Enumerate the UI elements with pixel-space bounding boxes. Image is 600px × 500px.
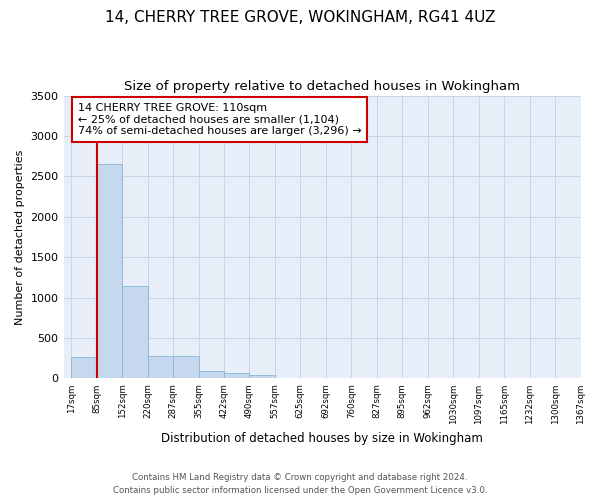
Bar	[199, 371, 224, 378]
Bar	[97, 164, 122, 378]
Y-axis label: Number of detached properties: Number of detached properties	[15, 150, 25, 324]
Bar	[250, 375, 275, 378]
X-axis label: Distribution of detached houses by size in Wokingham: Distribution of detached houses by size …	[161, 432, 483, 445]
Title: Size of property relative to detached houses in Wokingham: Size of property relative to detached ho…	[124, 80, 520, 93]
Bar	[148, 356, 173, 378]
Bar	[71, 356, 97, 378]
Text: 14 CHERRY TREE GROVE: 110sqm
← 25% of detached houses are smaller (1,104)
74% of: 14 CHERRY TREE GROVE: 110sqm ← 25% of de…	[77, 103, 361, 136]
Text: Contains HM Land Registry data © Crown copyright and database right 2024.
Contai: Contains HM Land Registry data © Crown c…	[113, 474, 487, 495]
Bar	[173, 356, 199, 378]
Text: 14, CHERRY TREE GROVE, WOKINGHAM, RG41 4UZ: 14, CHERRY TREE GROVE, WOKINGHAM, RG41 4…	[105, 10, 495, 25]
Bar	[122, 286, 148, 378]
Bar	[224, 373, 250, 378]
